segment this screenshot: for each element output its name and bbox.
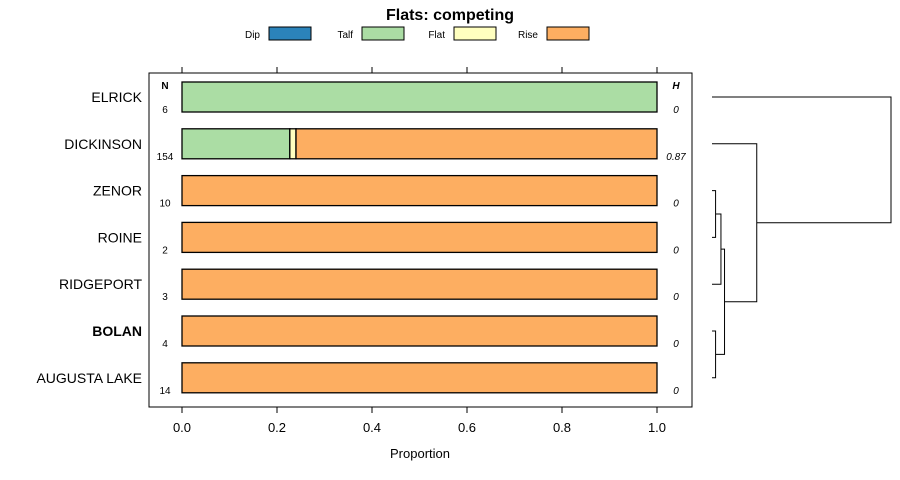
x-axis-label: Proportion — [390, 446, 450, 461]
n-value: 14 — [159, 386, 171, 397]
n-value: 6 — [162, 105, 168, 116]
x-tick-label: 0.2 — [268, 420, 286, 435]
bar-segment-rise — [181, 268, 658, 300]
h-value: 0 — [673, 245, 679, 256]
n-value: 154 — [157, 152, 174, 163]
h-value: 0 — [673, 339, 679, 350]
bar-segment-rise — [181, 362, 658, 394]
row-label: DICKINSON — [64, 136, 142, 152]
bar-segment-rise — [181, 221, 658, 254]
bar-segment-flat — [289, 128, 297, 160]
legend-label-flat: Flat — [428, 30, 445, 41]
bar-row: ZENOR 10 0 — [93, 174, 679, 210]
legend-label-dip: Dip — [245, 30, 260, 41]
row-label: RIDGEPORT — [59, 276, 142, 292]
chart-title: Flats: competing — [386, 7, 514, 24]
x-tick-label: 0.0 — [173, 420, 191, 435]
h-value: 0.87 — [666, 152, 686, 163]
dendrogram-link — [712, 143, 758, 303]
h-column-header: H — [672, 81, 680, 92]
row-label: BOLAN — [92, 323, 142, 339]
legend-swatch-flat — [453, 26, 497, 41]
dendrogram-link — [712, 330, 717, 379]
bar-segment-talf — [181, 128, 291, 160]
legend-swatch-rise — [546, 26, 590, 41]
legend-label-rise: Rise — [518, 30, 538, 41]
bar-row: BOLAN 4 0 — [92, 315, 679, 350]
legend: Dip Talf Flat Rise — [245, 26, 590, 41]
row-label: ELRICK — [91, 89, 142, 105]
x-tick-label: 1.0 — [648, 420, 666, 435]
n-column-header: N — [161, 81, 168, 92]
bar-row: AUGUSTA LAKE 14 0 — [36, 362, 679, 397]
n-value: 4 — [162, 339, 168, 350]
n-value: 3 — [162, 292, 168, 303]
row-label: ZENOR — [93, 183, 142, 199]
dendrogram-link — [712, 190, 717, 238]
dendrogram-link — [712, 96, 892, 224]
n-value: 10 — [159, 199, 171, 210]
legend-label-talf: Talf — [337, 30, 353, 41]
bar-row: RIDGEPORT 3 0 — [59, 268, 679, 303]
dendrogram — [712, 96, 892, 379]
h-value: 0 — [673, 105, 679, 116]
row-label: ROINE — [98, 229, 142, 245]
h-value: 0 — [673, 292, 679, 303]
plot-frame — [148, 72, 693, 408]
x-axis: 0.0 0.2 0.4 0.6 0.8 1.0 — [173, 67, 666, 435]
h-value: 0 — [673, 386, 679, 397]
row-label: AUGUSTA LAKE — [36, 370, 142, 386]
bar-segment-rise — [181, 174, 658, 207]
bar-segment-rise — [181, 315, 658, 347]
dendrogram-link — [712, 213, 722, 285]
x-tick-label: 0.6 — [458, 420, 476, 435]
legend-swatch-dip — [268, 26, 312, 41]
n-value: 2 — [162, 245, 168, 256]
bar-row: DICKINSON 154 0.87 — [64, 128, 686, 163]
legend-swatch-talf — [361, 26, 405, 41]
dendrogram-link — [715, 248, 726, 355]
bar-segment-rise — [295, 128, 658, 160]
bar-row: ELRICK 6 0 — [91, 81, 679, 116]
bar-segment-talf — [181, 81, 658, 113]
h-value: 0 — [673, 199, 679, 210]
x-tick-label: 0.4 — [363, 420, 381, 435]
x-tick-label: 0.8 — [553, 420, 571, 435]
bar-row: ROINE 2 0 — [98, 221, 679, 256]
